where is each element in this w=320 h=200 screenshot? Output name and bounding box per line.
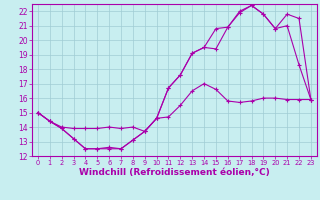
X-axis label: Windchill (Refroidissement éolien,°C): Windchill (Refroidissement éolien,°C) [79, 168, 270, 177]
